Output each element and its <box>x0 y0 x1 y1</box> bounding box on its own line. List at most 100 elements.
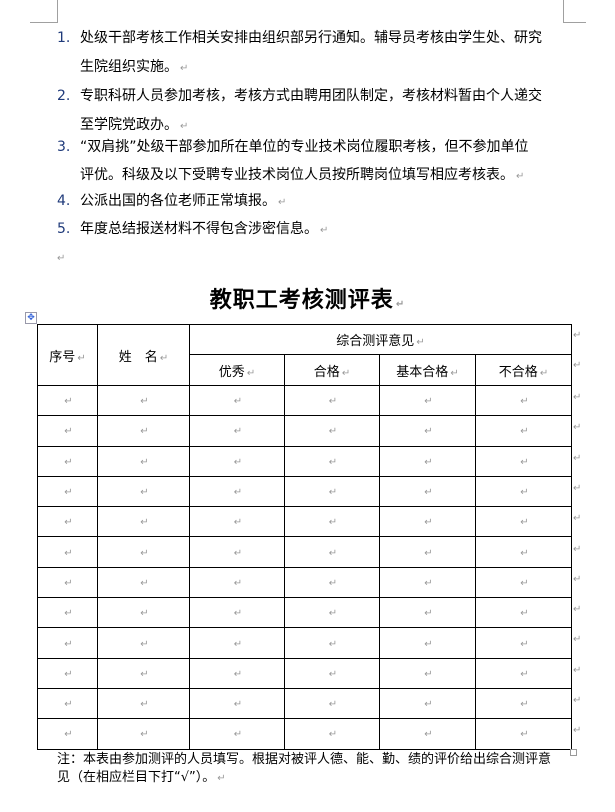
table-cell[interactable]: ↵ <box>284 687 380 720</box>
table-move-handle-icon[interactable]: ✥ <box>25 312 37 324</box>
list-number: 4. <box>57 193 71 209</box>
table-cell[interactable]: ↵ <box>97 415 190 447</box>
table-cell[interactable]: ↵ <box>189 415 285 447</box>
list-number: 3. <box>57 139 71 155</box>
table-cell[interactable]: ↵ <box>97 506 190 538</box>
table-cell[interactable]: ↵ <box>189 536 285 568</box>
table-cell[interactable]: ↵ <box>97 566 190 599</box>
table-cell[interactable]: ↵ <box>189 475 285 508</box>
table-cell[interactable]: ↵ <box>379 627 476 659</box>
table-cell[interactable]: ↵ <box>97 536 190 568</box>
table-cell[interactable]: ↵ <box>97 445 190 477</box>
table-cell[interactable]: ↵ <box>97 718 190 750</box>
table-cell[interactable]: ↵ <box>37 475 98 508</box>
table-cell[interactable]: ↵ <box>37 566 98 599</box>
table-cell[interactable]: ↵ <box>189 718 285 750</box>
table-cell[interactable]: ↵ <box>189 597 285 629</box>
list-text: 公派出国的各位老师正常填报。 ↵ <box>80 193 287 209</box>
header-group: 综合测评意见 ↵ <box>189 324 572 355</box>
empty-paragraph: ↵ <box>57 253 66 264</box>
table-cell[interactable]: ↵ <box>379 475 476 508</box>
table-cell[interactable]: ↵ <box>475 627 572 659</box>
table-cell[interactable]: ↵ <box>37 597 98 629</box>
table-cell[interactable]: ↵ <box>189 445 285 477</box>
header-seq: 序号 ↵ <box>37 324 98 386</box>
table-cell[interactable]: ↵ <box>284 475 380 508</box>
table-cell[interactable]: ↵ <box>97 657 190 689</box>
table-cell[interactable]: ↵ <box>475 475 572 508</box>
table-cell[interactable]: ↵ <box>379 657 476 689</box>
table-cell[interactable]: ↵ <box>284 566 380 599</box>
table-cell[interactable]: ↵ <box>284 657 380 689</box>
table-cell[interactable]: ↵ <box>189 384 285 417</box>
table-cell[interactable]: ↵ <box>37 687 98 720</box>
table-cell[interactable]: ↵ <box>475 445 572 477</box>
table-cell[interactable]: ↵ <box>284 384 380 417</box>
table-cell[interactable]: ↵ <box>37 415 98 447</box>
row-end-mark: ↵ <box>573 543 582 555</box>
table-cell[interactable]: ↵ <box>37 657 98 689</box>
table-cell[interactable]: ↵ <box>379 506 476 538</box>
table-cell[interactable]: ↵ <box>379 687 476 720</box>
table-cell[interactable]: ↵ <box>284 597 380 629</box>
table-cell[interactable]: ↵ <box>475 597 572 629</box>
table-cell[interactable]: ↵ <box>379 384 476 417</box>
list-text: 生院组织实施。 ↵ <box>80 59 189 75</box>
table-cell[interactable]: ↵ <box>37 506 98 538</box>
table-cell[interactable]: ↵ <box>475 566 572 599</box>
row-end-mark: ↵ <box>573 634 582 646</box>
table-cell[interactable]: ↵ <box>189 687 285 720</box>
table-row: ↵ ↵ ↵ ↵ ↵ ↵ <box>37 415 572 447</box>
table-cell[interactable]: ↵ <box>37 627 98 659</box>
table-row: ↵ ↵ ↵ ↵ ↵ ↵ <box>37 597 572 629</box>
list-text: 年度总结报送材料不得包含涉密信息。 ↵ <box>80 221 329 237</box>
table-cell[interactable]: ↵ <box>475 415 572 447</box>
table-cell[interactable]: ↵ <box>284 415 380 447</box>
table-cell[interactable]: ↵ <box>475 687 572 720</box>
table-cell[interactable]: ↵ <box>189 657 285 689</box>
table-cell[interactable]: ↵ <box>379 445 476 477</box>
table-cell[interactable]: ↵ <box>379 536 476 568</box>
table-cell[interactable]: ↵ <box>97 475 190 508</box>
table-row: ↵ ↵ ↵ ↵ ↵ ↵ <box>37 687 572 720</box>
row-end-mark: ↵ <box>573 725 582 737</box>
table-cell[interactable]: ↵ <box>284 506 380 538</box>
table-row: ↵ ↵ ↵ ↵ ↵ ↵ <box>37 718 572 750</box>
list-number: 1. <box>57 30 71 46</box>
table-cell[interactable]: ↵ <box>379 415 476 447</box>
list-text: 专职科研人员参加考核，考核方式由聘用团队制定，考核材料暂由个人递交 <box>80 88 542 104</box>
table-cell[interactable]: ↵ <box>475 718 572 750</box>
table-cell[interactable]: ↵ <box>97 687 190 720</box>
table-cell[interactable]: ↵ <box>37 445 98 477</box>
table-cell[interactable]: ↵ <box>97 384 190 417</box>
list-number: 2. <box>57 88 71 104</box>
table-cell[interactable]: ↵ <box>97 597 190 629</box>
row-end-mark: ↵ <box>573 573 582 585</box>
table-cell[interactable]: ↵ <box>189 627 285 659</box>
table-cell[interactable]: ↵ <box>97 627 190 659</box>
table-cell[interactable]: ↵ <box>379 597 476 629</box>
table-cell[interactable]: ↵ <box>189 566 285 599</box>
table-cell[interactable]: ↵ <box>475 536 572 568</box>
table-cell[interactable]: ↵ <box>284 718 380 750</box>
table-cell[interactable]: ↵ <box>189 506 285 538</box>
table-cell[interactable]: ↵ <box>284 445 380 477</box>
table-cell[interactable]: ↵ <box>475 506 572 538</box>
row-end-mark: ↵ <box>573 452 582 464</box>
table-cell[interactable]: ↵ <box>379 566 476 599</box>
list-text: 至学院党政办。 ↵ <box>80 117 189 133</box>
table-cell[interactable]: ↵ <box>37 718 98 750</box>
table-cell[interactable]: ↵ <box>37 536 98 568</box>
table-row: ↵ ↵ ↵ ↵ ↵ ↵ <box>37 536 572 568</box>
row-end-mark: ↵ <box>573 664 582 676</box>
table-cell[interactable]: ↵ <box>284 627 380 659</box>
table-cell[interactable]: ↵ <box>284 536 380 568</box>
margin-corner-left <box>30 0 58 23</box>
table-cell[interactable]: ↵ <box>475 657 572 689</box>
table-resize-handle[interactable] <box>570 749 577 756</box>
row-end-mark: ↵ <box>573 330 582 341</box>
table-cell[interactable]: ↵ <box>475 384 572 417</box>
table-cell[interactable]: ↵ <box>37 384 98 417</box>
table-cell[interactable]: ↵ <box>379 718 476 750</box>
